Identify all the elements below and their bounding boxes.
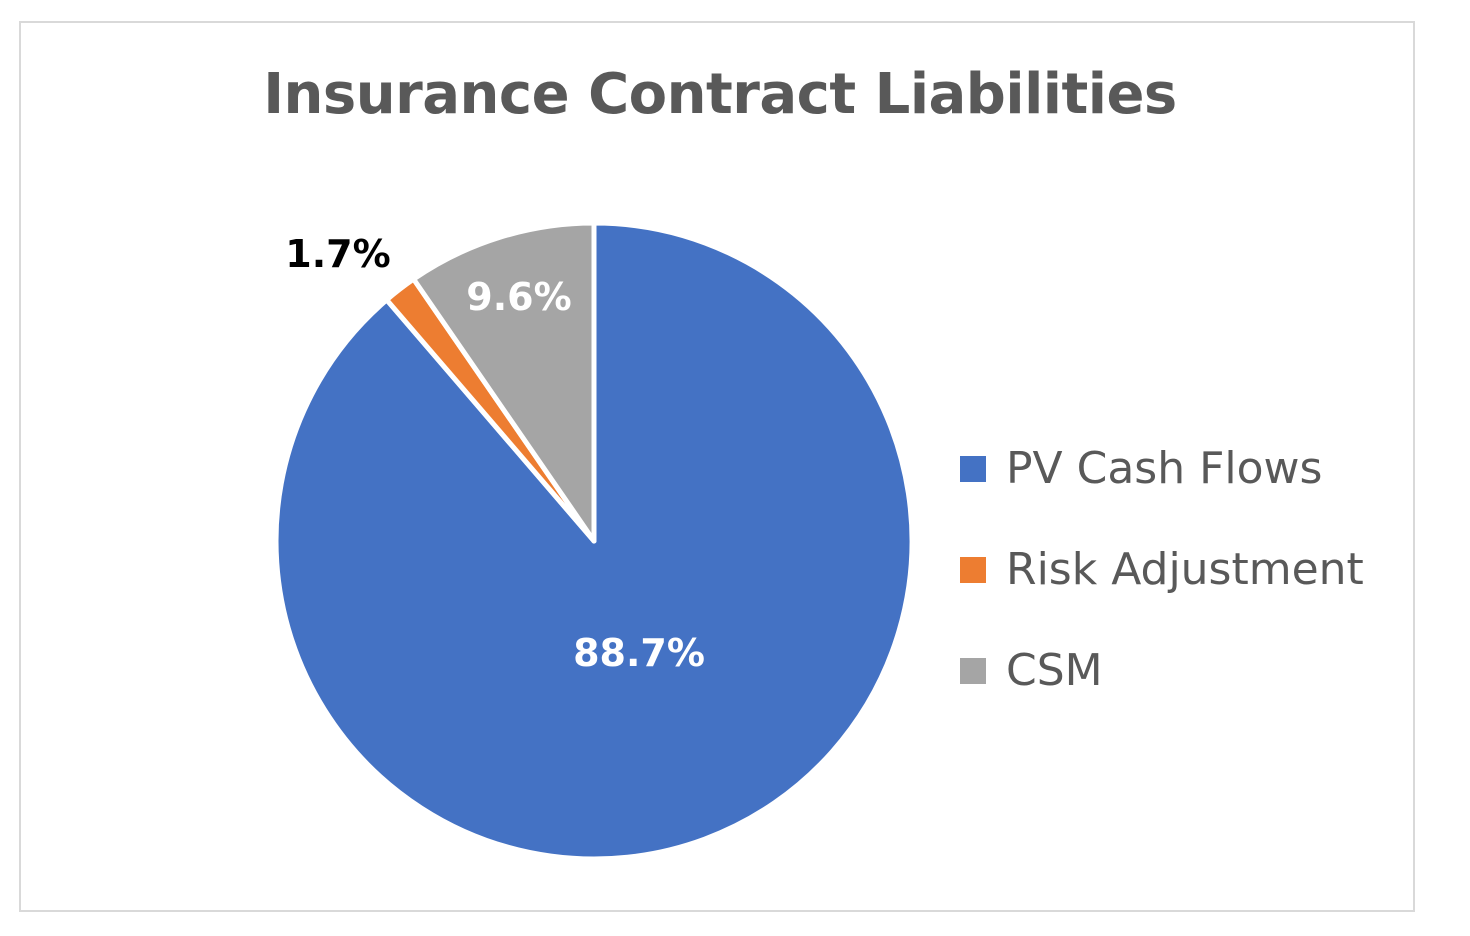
legend-label-pv-cash-flows: PV Cash Flows (1006, 443, 1323, 494)
pie-slice-csm (411, 220, 597, 544)
legend-item-csm: CSM (960, 620, 1364, 721)
data-label-pv-cash-flows: 88.7% (573, 631, 705, 675)
legend-label-risk-adjustment: Risk Adjustment (1006, 544, 1364, 595)
chart-title: Insurance Contract Liabilities (263, 62, 1177, 127)
chart-legend: PV Cash Flows Risk Adjustment CSM (960, 418, 1364, 721)
legend-swatch-csm (960, 657, 986, 684)
legend-label-csm: CSM (1006, 645, 1103, 696)
legend-swatch-risk-adjustment (960, 556, 986, 583)
legend-item-risk-adjustment: Risk Adjustment (960, 519, 1364, 620)
legend-swatch-pv-cash-flows (960, 455, 986, 482)
data-label-csm: 9.6% (466, 275, 571, 319)
legend-item-pv-cash-flows: PV Cash Flows (960, 418, 1364, 519)
data-label-risk-adjustment: 1.7% (285, 232, 390, 276)
